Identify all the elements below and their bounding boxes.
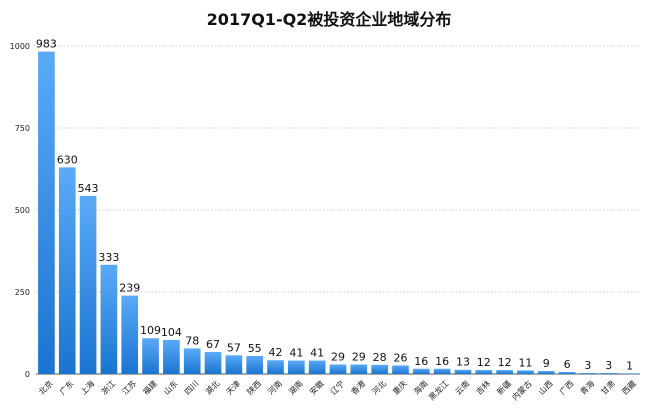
bar <box>392 365 409 374</box>
x-tick-label: 广东 <box>57 378 75 396</box>
bar <box>433 368 451 374</box>
bar <box>496 370 513 374</box>
bar <box>142 338 159 374</box>
x-tick-label: 陕西 <box>245 378 263 396</box>
x-tick-label: 河北 <box>370 378 388 396</box>
x-tick-label: 天津 <box>224 378 242 396</box>
data-label: 57 <box>227 341 241 354</box>
chart-title: 2017Q1-Q2被投资企业地域分布 <box>206 10 452 29</box>
x-tick-label: 广西 <box>557 378 575 396</box>
data-label: 41 <box>289 347 303 360</box>
data-label: 26 <box>393 351 407 364</box>
x-tick-label: 上海 <box>78 378 96 396</box>
bar <box>58 167 76 374</box>
y-axis: 0 250 500 750 1000 <box>10 42 30 379</box>
data-label: 239 <box>119 282 140 295</box>
x-tick-label: 北京 <box>36 378 54 396</box>
bar <box>100 264 118 374</box>
x-tick-label: 四川 <box>183 379 201 397</box>
data-label: 42 <box>269 346 283 359</box>
x-tick-label: 甘肃 <box>599 378 617 396</box>
bar <box>246 355 264 374</box>
data-label: 16 <box>435 355 449 368</box>
y-tick-label: 500 <box>15 206 30 215</box>
bar <box>621 373 638 374</box>
data-label: 109 <box>140 324 161 337</box>
data-label: 333 <box>98 251 119 264</box>
x-tick-label: 河南 <box>266 378 284 396</box>
bar <box>517 370 534 374</box>
data-label: 41 <box>310 347 324 360</box>
x-tick-label: 辽宁 <box>328 378 346 396</box>
data-label: 1 <box>626 359 633 372</box>
x-tick-label: 香港 <box>349 378 367 396</box>
bar <box>537 371 555 374</box>
bar <box>79 195 97 374</box>
data-label: 3 <box>605 359 612 372</box>
bar <box>475 370 493 374</box>
data-label: 104 <box>161 326 182 339</box>
x-tick-label: 湖北 <box>204 379 222 397</box>
y-tick-label: 0 <box>25 370 30 379</box>
data-label: 13 <box>456 356 470 369</box>
bar <box>163 339 180 374</box>
y-tick-label: 750 <box>15 124 30 133</box>
bar <box>350 364 368 374</box>
data-label: 630 <box>57 153 78 166</box>
x-tick-label: 青海 <box>578 378 596 396</box>
data-label: 9 <box>543 357 550 370</box>
x-tick-label: 海南 <box>411 378 429 396</box>
bar <box>600 373 618 374</box>
data-label: 78 <box>185 334 199 347</box>
x-tick-label: 新疆 <box>495 378 513 396</box>
x-tick-label: 山东 <box>161 378 179 396</box>
data-label: 11 <box>518 356 532 369</box>
x-tick-label: 重庆 <box>390 378 408 396</box>
data-label: 12 <box>477 356 491 369</box>
data-label: 12 <box>498 356 512 369</box>
x-tick-label: 吉林 <box>474 378 492 396</box>
bars <box>38 51 638 375</box>
x-tick-label: 湖南 <box>286 378 304 396</box>
data-label: 16 <box>414 355 428 368</box>
bar <box>204 352 222 374</box>
y-tick-label: 250 <box>15 288 30 297</box>
data-label: 29 <box>331 350 345 363</box>
data-label: 67 <box>206 338 220 351</box>
y-tick-label: 1000 <box>10 42 30 51</box>
x-axis: 北京 广东 上海 浙江 江苏 福建 山东 四川 湖北 天津 陕西 河南 湖南 安徽 辽宁 香港 河北 重庆 海南黑龙… <box>36 378 638 402</box>
x-tick-label: 黑龙江 <box>426 378 450 402</box>
bar <box>183 348 201 374</box>
bar <box>121 295 139 374</box>
bar <box>371 364 388 374</box>
x-tick-label: 福建 <box>141 378 159 396</box>
x-tick-label: 西藏 <box>620 378 638 396</box>
bar <box>454 369 472 374</box>
x-tick-label: 浙江 <box>99 378 117 396</box>
data-label: 6 <box>564 358 571 371</box>
x-tick-label: 内蒙古 <box>510 378 534 402</box>
x-tick-label: 江苏 <box>120 378 138 396</box>
bar <box>225 355 243 374</box>
bar <box>267 360 284 374</box>
data-label: 983 <box>36 38 57 51</box>
data-label: 28 <box>373 351 387 364</box>
bar <box>412 368 430 374</box>
data-label: 55 <box>248 342 262 355</box>
x-tick-label: 云南 <box>453 378 471 396</box>
bar <box>38 51 55 375</box>
bar <box>288 360 305 374</box>
bar <box>558 372 576 374</box>
bar <box>579 373 597 374</box>
data-label: 3 <box>584 359 591 372</box>
data-label: 29 <box>352 350 366 363</box>
bar <box>329 364 347 374</box>
x-tick-label: 安徽 <box>307 378 325 396</box>
data-label: 543 <box>78 182 99 195</box>
bar <box>308 360 326 374</box>
x-tick-label: 山西 <box>536 378 554 396</box>
